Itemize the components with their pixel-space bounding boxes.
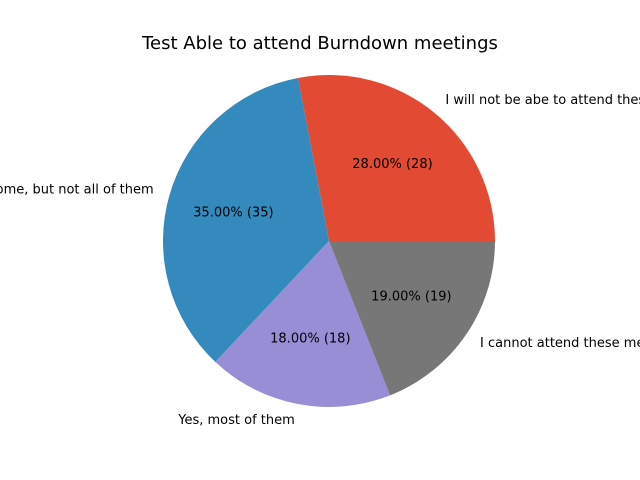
slice-percent-label-3: 18.00% (18) xyxy=(270,331,350,346)
slice-label-2: Some, but not all of them xyxy=(0,183,154,198)
pie-slices xyxy=(163,74,495,407)
slice-label-1: I will not be abe to attend these meetin… xyxy=(445,93,640,108)
chart-title: Test Able to attend Burndown meetings xyxy=(141,33,498,54)
pie-slice-2 xyxy=(163,77,329,363)
slice-percent-label-1: 28.00% (28) xyxy=(352,157,432,172)
pie-slice-4 xyxy=(329,241,495,396)
slice-label-4: I cannot attend these meetings xyxy=(480,336,640,351)
slice-percent-label-2: 35.00% (35) xyxy=(193,206,273,221)
pie-slice-1 xyxy=(297,74,495,241)
slice-label-3: Yes, most of them xyxy=(177,413,295,428)
slice-percent-label-4: 19.00% (19) xyxy=(371,289,451,304)
pie-slice-3 xyxy=(215,241,391,407)
pie-labels: I will not be abe to attend these meetin… xyxy=(0,93,640,428)
